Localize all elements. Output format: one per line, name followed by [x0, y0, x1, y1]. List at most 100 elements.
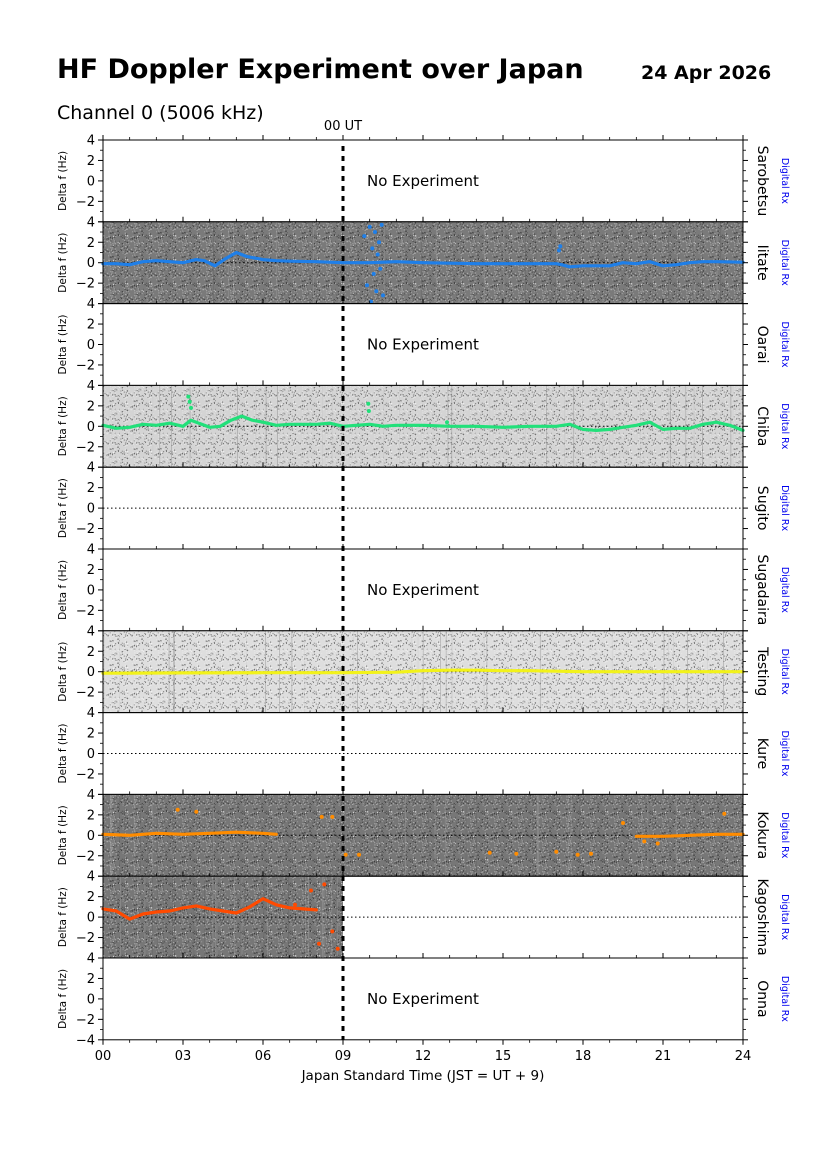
doppler-trace — [101, 897, 318, 921]
doppler-point — [366, 401, 371, 406]
receiver-label: Digital Rx — [779, 976, 790, 1022]
receiver-label: Digital Rx — [779, 567, 790, 613]
y-tick-label: 2 — [87, 645, 95, 660]
x-tick-label: 03 — [175, 1049, 192, 1064]
doppler-trace — [101, 414, 745, 432]
y-axis-label: Delta f (Hz) — [57, 478, 69, 538]
y-tick-label: 4 — [87, 706, 95, 721]
y-tick-label: 0 — [87, 502, 95, 517]
doppler-point — [309, 888, 313, 893]
y-tick-label: −2 — [76, 195, 95, 210]
no-experiment-text: No Experiment — [367, 581, 479, 599]
doppler-point — [375, 252, 380, 257]
doppler-point — [366, 409, 371, 413]
station-label: Sarobetsu — [754, 146, 770, 217]
station-label: Kokura — [754, 811, 770, 859]
doppler-point — [330, 929, 335, 934]
y-axis-label: Delta f (Hz) — [57, 396, 69, 456]
y-tick-label: 2 — [87, 481, 95, 496]
x-tick-label: 09 — [335, 1049, 352, 1064]
doppler-point — [557, 248, 561, 253]
doppler-point — [558, 244, 563, 249]
doppler-trace — [101, 250, 745, 269]
y-tick-label: 2 — [87, 972, 95, 987]
panel-kokura: 4 2 0 −2 Delta f (Hz) Kokura Digital Rx — [57, 788, 790, 877]
y-tick-label: −2 — [76, 931, 95, 946]
y-tick-label: 2 — [87, 154, 95, 169]
doppler-point — [330, 814, 335, 819]
y-axis-label: Delta f (Hz) — [57, 642, 69, 702]
doppler-point — [374, 289, 379, 294]
receiver-label: Digital Rx — [779, 812, 790, 858]
doppler-point — [445, 420, 449, 425]
doppler-point — [379, 222, 384, 227]
receiver-label: Digital Rx — [779, 649, 790, 695]
y-tick-label: 0 — [87, 338, 95, 353]
y-tick-label: −4 — [76, 1033, 95, 1048]
no-experiment-text: No Experiment — [367, 172, 479, 190]
station-label: Chiba — [754, 406, 770, 446]
doppler-point — [655, 841, 660, 846]
y-tick-label: 4 — [87, 870, 95, 885]
doppler-point — [575, 852, 580, 857]
page-title: HF Doppler Experiment over Japan — [57, 54, 584, 85]
panel-oarai: No Experiment 4 2 0 −2 Delta f (Hz) Oarai Digit… — [57, 297, 790, 386]
doppler-point — [554, 849, 559, 854]
y-tick-label: −2 — [76, 1013, 95, 1028]
station-label: Onna — [754, 980, 770, 1017]
doppler-point — [621, 821, 625, 825]
doppler-trace — [101, 668, 745, 675]
station-label: Testing — [754, 646, 770, 696]
doppler-point — [194, 809, 199, 814]
y-tick-label: 2 — [87, 563, 95, 578]
ut-marker-label: 00 UT — [324, 119, 362, 134]
y-tick-label: 2 — [87, 890, 95, 905]
y-axis-label: Delta f (Hz) — [57, 887, 69, 947]
doppler-point — [722, 811, 727, 816]
y-tick-label: 0 — [87, 911, 95, 926]
doppler-point — [317, 941, 321, 946]
y-tick-label: 4 — [87, 624, 95, 639]
y-tick-label: 4 — [87, 788, 95, 803]
station-label: Oarai — [754, 326, 770, 364]
y-tick-label: 4 — [87, 952, 95, 967]
station-label: Kure — [754, 738, 770, 769]
doppler-point — [642, 839, 647, 844]
y-tick-label: 2 — [87, 318, 95, 333]
station-label: Kagoshima — [754, 878, 770, 955]
panel-kagoshima: 4 2 0 −2 Delta f (Hz) Kagoshima Digital Rx — [57, 870, 790, 959]
y-axis-label: Delta f (Hz) — [57, 315, 69, 375]
x-axis-label: Japan Standard Time (JST = UT + 9) — [301, 1068, 545, 1084]
y-tick-label: 0 — [87, 256, 95, 271]
doppler-point — [381, 293, 385, 298]
doppler-point — [357, 852, 361, 857]
receiver-label: Digital Rx — [779, 485, 790, 531]
panel-onna: No Experiment 4 2 0 −2 −4 Delta f (Hz) Onna Digi… — [57, 952, 790, 1049]
doppler-point — [362, 234, 367, 239]
y-axis-label: Delta f (Hz) — [57, 969, 69, 1029]
y-tick-label: 2 — [87, 399, 95, 414]
y-tick-label: −2 — [76, 277, 95, 292]
y-tick-label: −2 — [76, 849, 95, 864]
y-tick-label: 4 — [87, 461, 95, 476]
y-tick-label: −2 — [76, 440, 95, 455]
y-tick-label: 4 — [87, 379, 95, 394]
receiver-label: Digital Rx — [779, 730, 790, 776]
y-tick-label: −2 — [76, 358, 95, 373]
y-axis-label: Delta f (Hz) — [57, 560, 69, 620]
doppler-point — [293, 902, 297, 907]
no-experiment-text: No Experiment — [367, 990, 479, 1008]
no-experiment-text: No Experiment — [367, 336, 479, 354]
station-label: Iitate — [754, 245, 770, 281]
y-tick-label: 4 — [87, 297, 95, 312]
channel-label: Channel 0 (5006 kHz) — [57, 102, 264, 124]
doppler-point — [377, 240, 381, 245]
doppler-point — [487, 850, 492, 855]
doppler-point — [371, 271, 376, 276]
y-tick-label: 0 — [87, 420, 95, 435]
x-tick-label: 15 — [495, 1049, 512, 1064]
y-axis-label: Delta f (Hz) — [57, 805, 69, 865]
y-tick-label: 0 — [87, 174, 95, 189]
y-tick-label: 4 — [87, 134, 95, 149]
